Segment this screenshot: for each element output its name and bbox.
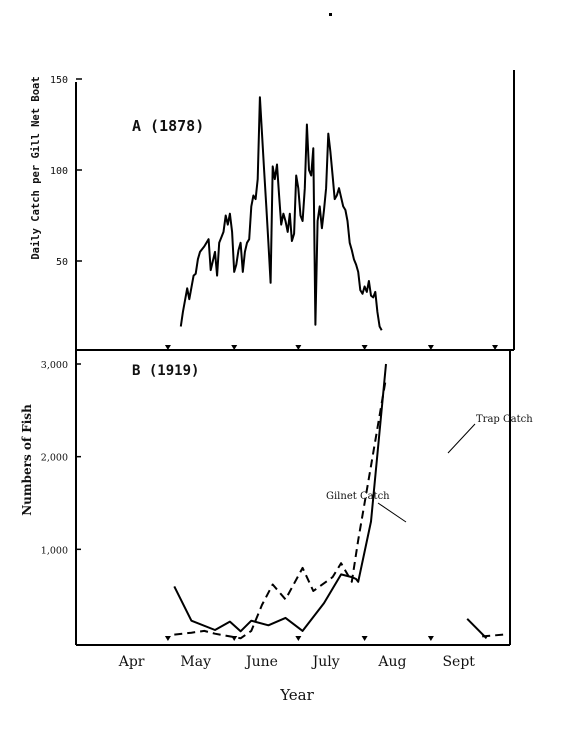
panel-a-month-marker [295, 345, 302, 350]
panel-b-xlabel: Year [279, 686, 314, 704]
panel-b-ytick-label: 2,000 [41, 453, 68, 464]
panel-a-marks [179, 96, 383, 331]
panel-b-month-marker [361, 636, 368, 641]
panel-a-month-marker [492, 345, 499, 350]
panel-b-month-marker [164, 636, 171, 641]
trap-catch-line [174, 377, 387, 640]
panel-a-series-line [179, 96, 383, 331]
panel-a-ylabel: Daily Catch per Gill Net Boat [30, 76, 42, 259]
panel-b-marks [173, 363, 504, 640]
gilnet-catch-label: Gilnet Catch [326, 491, 390, 502]
trap-catch-leader [447, 423, 476, 454]
panel-b-ticks: 1,000 2,000 3,000 [41, 360, 81, 556]
panel-b-month-marker [231, 636, 238, 641]
month-label: June [244, 654, 278, 670]
panel-a-frame [75, 70, 515, 351]
panel-a-month-marker [361, 345, 368, 350]
panel-b-month-marker [427, 636, 434, 641]
panel-b-series-line-2 [466, 618, 488, 640]
panel-b-ylabel: Numbers of Fish [20, 404, 34, 516]
speck [329, 13, 332, 16]
panel-a-ytick-label: 100 [50, 166, 68, 177]
panel-b-frame [75, 350, 511, 646]
panel-b-ytick-label: 3,000 [41, 360, 68, 371]
panel-a-ytick-label: 150 [50, 75, 68, 86]
panel-b-title: B (1919) [132, 363, 199, 379]
panel-a-month-marker [231, 345, 238, 350]
panel-a-month-marker [164, 345, 171, 350]
month-label: Apr [118, 654, 145, 670]
month-label: May [180, 654, 211, 670]
month-label: Aug [377, 654, 406, 670]
trap-catch-label: Trap Catch [476, 414, 533, 425]
panel-b-ytick-label: 1,000 [41, 545, 68, 556]
panel-a-title: A (1878) [132, 117, 204, 135]
panel-a-ytick-label: 50 [56, 257, 68, 268]
month-label: July [311, 654, 340, 670]
panel-b-month-marker [295, 636, 302, 641]
panel-a-month-markers [164, 345, 499, 350]
panel-a-month-marker [427, 345, 434, 350]
month-label: Sept [442, 654, 475, 670]
gilnet-catch-line [173, 363, 387, 633]
panel-a-ticks: 50 100 150 [50, 75, 82, 268]
panel-b-series-line-3 [482, 633, 504, 638]
panel-b-month-markers [164, 636, 434, 641]
gilnet-catch-leader [377, 502, 407, 523]
